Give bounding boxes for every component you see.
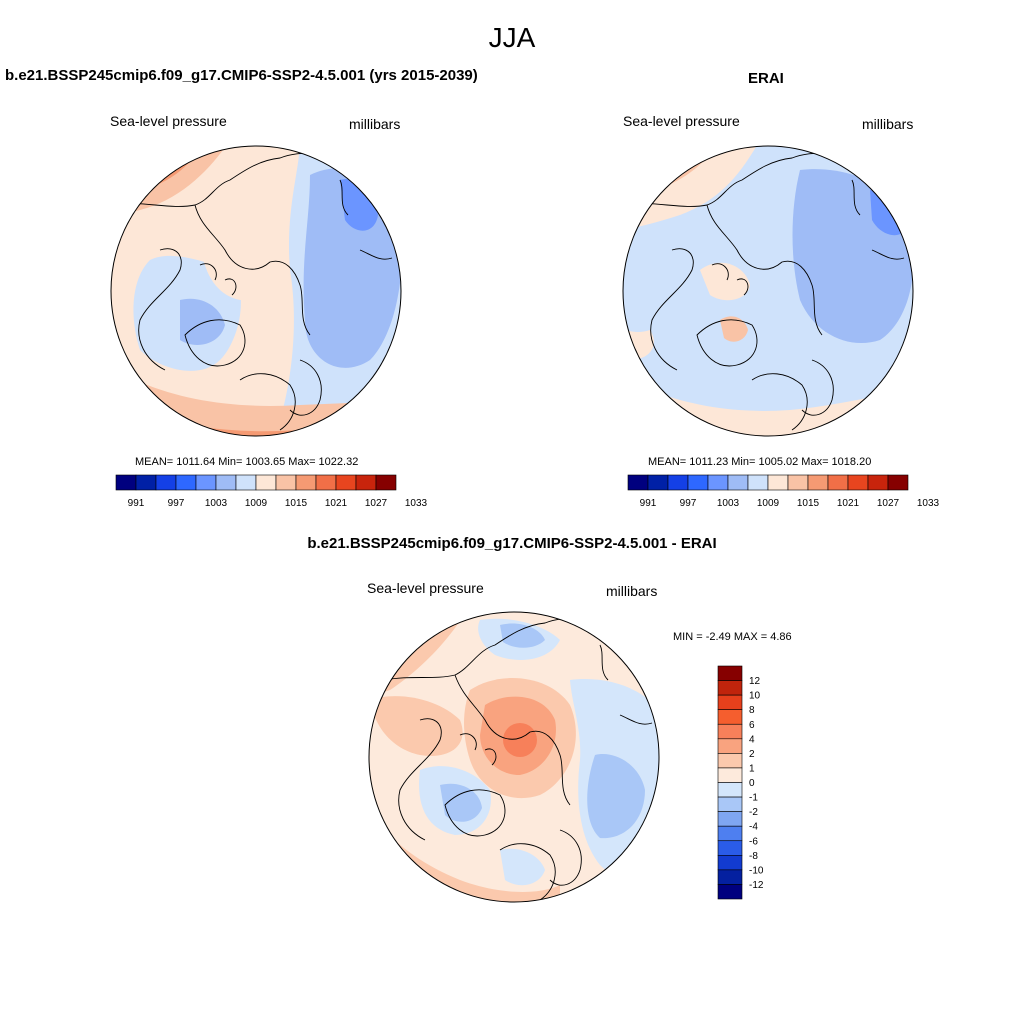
diff-colorbar-swatch [717,709,743,725]
season-title: JJA [488,22,536,53]
model-colorbar: 991 997 1003 1009 1015 1021 1027 1033 [115,474,428,509]
model-variable-label: Sea-level pressure [110,113,227,129]
model-colorbar-swatch [215,474,237,491]
obs-colorbar-tick-label: 1009 [757,498,780,509]
model-colorbar-swatch [235,474,257,491]
obs-colorbar: 991 997 1003 1009 1015 1021 1027 1033 [627,474,940,509]
obs-colorbar-swatch [627,474,649,491]
model-colorbar-swatch [275,474,297,491]
diff-colorbar-tick-label: -12 [749,880,764,891]
model-colorbar-tick-label: 1021 [325,498,348,509]
model-colorbar-swatch [155,474,177,491]
obs-variable-label: Sea-level pressure [623,113,740,129]
obs-colorbar-swatch [867,474,889,491]
obs-colorbar-swatch [767,474,789,491]
diff-colorbar-tick-label: -4 [749,822,758,833]
model-colorbar-swatch [295,474,317,491]
model-units-label: millibars [349,116,401,132]
obs-colorbar-swatch [827,474,849,491]
diff-colorbar-tick-label: 4 [749,734,755,745]
obs-colorbar-swatch [707,474,729,491]
diff-colorbar-swatch [717,796,743,812]
diff-colorbar-swatch [717,840,743,856]
model-stats: MEAN= 1011.64 Min= 1003.65 Max= 1022.32 [135,456,359,468]
diff-colorbar-tick-label: 6 [749,720,755,731]
obs-colorbar-tick-label: 997 [680,498,697,509]
diff-colorbar-tick-label: -1 [749,793,758,804]
diff-colorbar-swatch [717,665,743,681]
diff-colorbar-swatch [717,869,743,885]
obs-colorbar-tick-label: 1033 [917,498,940,509]
diff-colorbar-swatch [717,767,743,783]
diff-colorbar-swatch [717,723,743,740]
diff-colorbar-tick-label: 0 [749,778,755,789]
model-colorbar-tick-label: 1003 [205,498,228,509]
obs-colorbar-swatch [647,474,669,491]
diff-colorbar-swatch [717,782,743,798]
diff-panel-title: b.e21.BSSP245cmip6.f09_g17.CMIP6-SSP2-4.… [307,535,717,552]
diff-colorbar-swatch [717,680,743,696]
diff-colorbar-tick-label: 1 [749,763,755,774]
obs-colorbar-tick-label: 991 [640,498,657,509]
obs-stats: MEAN= 1011.23 Min= 1005.02 Max= 1018.20 [648,456,872,468]
model-slp-map [110,145,402,437]
diff-colorbar-tick-label: 2 [749,749,755,760]
obs-colorbar-swatch [847,474,869,491]
model-colorbar-tick-label: 1033 [405,498,428,509]
model-colorbar-swatch [195,474,217,491]
diff-stats: MIN = -2.49 MAX = 4.86 [673,631,792,643]
obs-colorbar-tick-label: 1027 [877,498,900,509]
diff-colorbar-tick-label: 12 [749,676,761,687]
obs-colorbar-tick-label: 1021 [837,498,860,509]
model-colorbar-tick-label: 991 [128,498,145,509]
obs-colorbar-swatch [887,474,909,491]
diff-colorbar-swatch [717,694,743,710]
diff-colorbar-swatch [717,855,743,871]
model-colorbar-tick-label: 1027 [365,498,388,509]
model-colorbar-tick-label: 1009 [245,498,268,509]
diff-colorbar-tick-label: -10 [749,865,764,876]
obs-colorbar-swatch [727,474,749,491]
obs-colorbar-swatch [667,474,689,491]
model-colorbar-swatch [335,474,357,491]
obs-colorbar-swatch [807,474,829,491]
diff-colorbar-tick-label: 8 [749,705,755,716]
obs-slp-map [622,145,914,437]
model-colorbar-swatch [115,474,137,491]
diff-variable-label: Sea-level pressure [367,580,484,596]
obs-panel-title: ERAI [748,70,784,87]
model-colorbar-swatch [175,474,197,491]
diff-colorbar-swatch [717,811,743,827]
diff-colorbar-tick-label: -6 [749,836,758,847]
obs-colorbar-swatch [787,474,809,491]
obs-colorbar-swatch [687,474,709,491]
model-colorbar-swatch [375,474,397,491]
model-colorbar-swatch [255,474,277,491]
model-panel-title: b.e21.BSSP245cmip6.f09_g17.CMIP6-SSP2-4.… [5,67,478,84]
obs-units-label: millibars [862,116,914,132]
diff-colorbar-tick-label: -8 [749,851,758,862]
diff-colorbar-tick-label: -2 [749,807,758,818]
diff-colorbar-swatch [717,753,743,769]
diff-slp-map [368,611,660,903]
model-colorbar-swatch [135,474,157,491]
obs-colorbar-swatch [747,474,769,491]
diff-colorbar-swatch [717,884,743,900]
model-colorbar-swatch [315,474,337,491]
diff-colorbar-swatch [717,738,743,754]
model-colorbar-swatch [355,474,377,491]
diff-units-label: millibars [606,583,658,599]
obs-colorbar-tick-label: 1003 [717,498,740,509]
obs-colorbar-tick-label: 1015 [797,498,820,509]
model-colorbar-tick-label: 997 [168,498,185,509]
diff-colorbar-swatch [717,825,743,842]
model-colorbar-tick-label: 1015 [285,498,308,509]
diff-colorbar-tick-label: 10 [749,691,761,702]
